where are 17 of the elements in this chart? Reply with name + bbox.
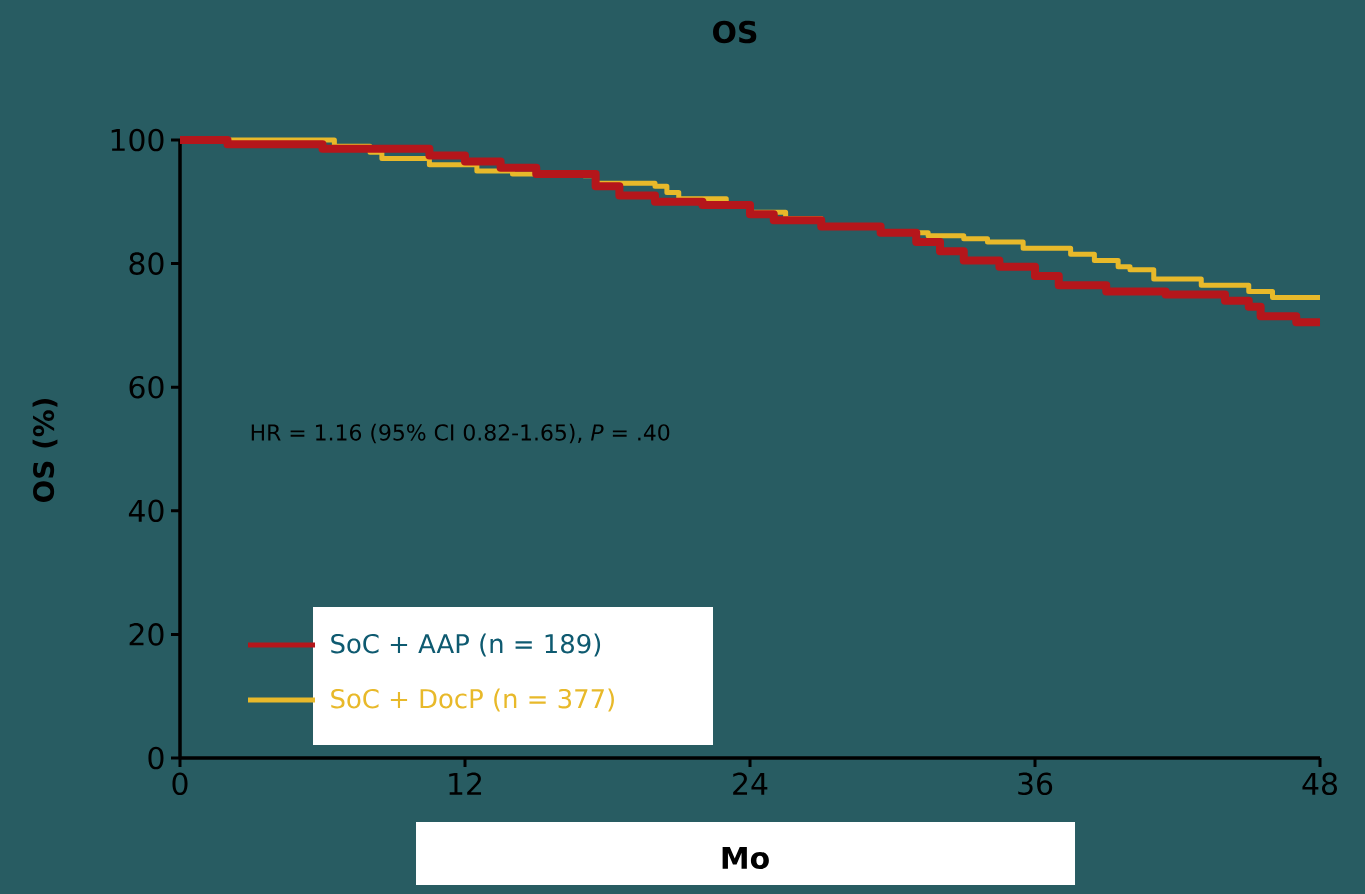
x-tick-label: 12	[449, 772, 482, 795]
chart-title: OS	[713, 20, 757, 44]
x-axis-title: Mo	[722, 846, 769, 870]
x-tick-label: 36	[1018, 772, 1053, 796]
y-tick-label: 80	[129, 252, 164, 275]
x-tick-label: 24	[733, 772, 768, 795]
y-tick-label: 0	[148, 746, 164, 770]
y-tick-label: 60	[129, 375, 164, 399]
legend-label: SoC + DocP (n = 377)	[331, 688, 614, 712]
y-tick-label: 40	[128, 499, 164, 523]
x-tick-label: 0	[172, 772, 188, 796]
legend-label: SoC + AAP (n = 189)	[331, 633, 601, 657]
y-tick-label: 100	[111, 128, 164, 152]
annotation: HR = 1.16 (95% CI 0.82-1.65), P = .40	[251, 423, 670, 444]
y-tick-label: 20	[129, 623, 164, 646]
x-tick-label: 48	[1302, 772, 1337, 796]
y-axis-title: OS (%)	[32, 398, 58, 503]
